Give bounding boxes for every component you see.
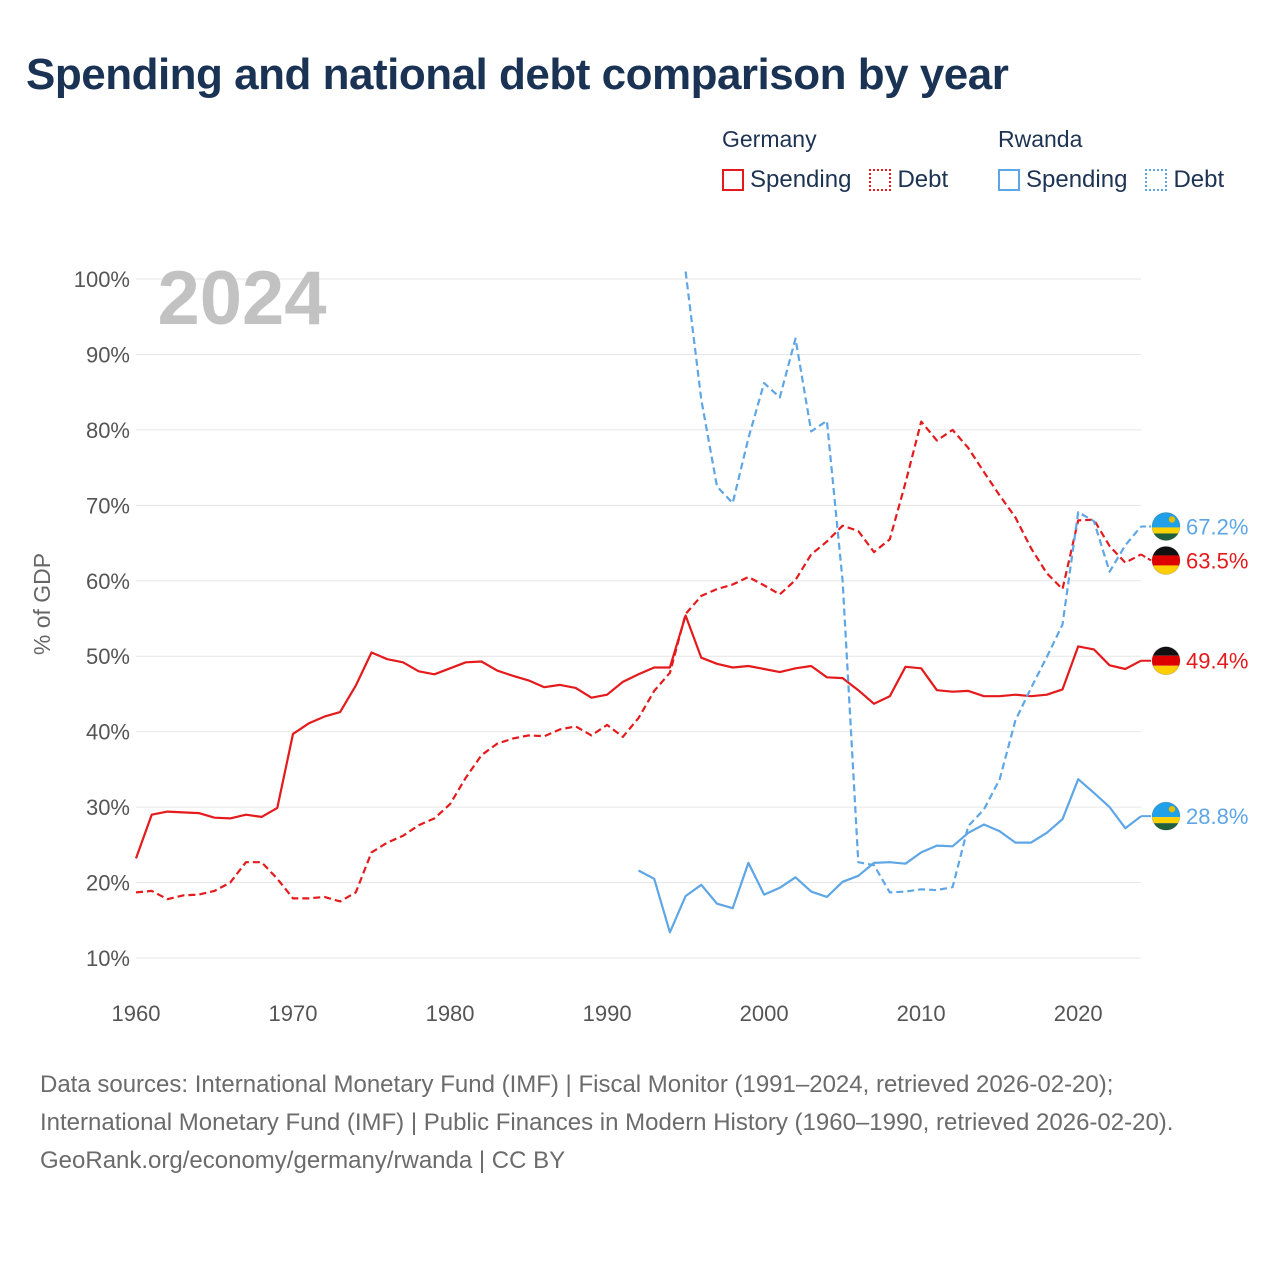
rwanda-debt-end-label: 67.2%: [1186, 514, 1248, 539]
y-tick-label: 90%: [86, 342, 130, 367]
legend-item-label: Debt: [897, 166, 949, 193]
year-watermark: 2024: [157, 256, 326, 341]
x-tick-label: 2000: [740, 1001, 789, 1026]
rwanda-debt-line[interactable]: [684, 271, 1142, 894]
y-tick-label: 30%: [86, 795, 130, 820]
legend-group-germany: Germany Spending Debt: [722, 124, 948, 194]
dotted-line-swatch-icon: [1145, 169, 1168, 191]
germany-flag-icon: [1151, 545, 1181, 575]
legend-germany-spending[interactable]: Spending: [722, 166, 851, 194]
rwanda-spending-end-label: 28.8%: [1186, 804, 1248, 829]
chart-title: Spending and national debt comparison by…: [26, 50, 1009, 99]
legend-item-label: Spending: [1026, 166, 1128, 193]
y-tick-label: 20%: [86, 871, 130, 896]
x-tick-label: 1990: [583, 1001, 632, 1026]
germany-spending-end-label: 49.4%: [1186, 649, 1248, 674]
rwanda-flag-icon: [1151, 801, 1181, 831]
rwanda-flag-icon: [1151, 511, 1181, 541]
footer: Data sources: International Monetary Fun…: [40, 1066, 1240, 1180]
line-chart: 2024 % of GDP 10% 20% 30% 40% 50% 60% 70% 80% 90…: [29, 256, 1248, 1026]
y-tick-label: 100%: [74, 267, 130, 292]
y-tick-label: 40%: [86, 720, 130, 745]
legend-rwanda-spending[interactable]: Spending: [998, 166, 1127, 194]
y-tick-label: 50%: [86, 644, 130, 669]
credit-link[interactable]: GeoRank.org/economy/germany/rwanda | CC …: [40, 1147, 566, 1174]
legend-group-label: Rwanda: [998, 126, 1083, 152]
x-tick-label: 2020: [1054, 1001, 1103, 1026]
x-tick-label: 1980: [426, 1001, 475, 1026]
legend-germany-debt[interactable]: Debt: [869, 166, 948, 194]
y-tick-label: 70%: [86, 493, 130, 518]
germany-flag-icon: [1151, 646, 1181, 676]
legend-group-label: Germany: [722, 126, 817, 152]
x-tick-label: 1960: [112, 1001, 161, 1026]
solid-line-swatch-icon: [722, 169, 744, 191]
x-tick-label: 2010: [897, 1001, 946, 1026]
y-tick-label: 10%: [86, 946, 130, 971]
data-sources: Data sources: International Monetary Fun…: [40, 1071, 1174, 1136]
solid-line-swatch-icon: [998, 169, 1020, 191]
rwanda-spending-line[interactable]: [637, 778, 1142, 934]
legend-rwanda-debt[interactable]: Debt: [1145, 166, 1224, 194]
end-label-connector: [1140, 553, 1152, 562]
germany-spending-line[interactable]: [134, 614, 1142, 859]
y-tick-label: 80%: [86, 418, 130, 443]
germany-debt-end-label: 63.5%: [1186, 548, 1248, 573]
legend-item-label: Debt: [1173, 166, 1225, 193]
legend-item-label: Spending: [750, 166, 852, 193]
y-axis-title: % of GDP: [29, 553, 55, 655]
germany-debt-line[interactable]: [135, 420, 1142, 903]
y-tick-label: 60%: [86, 569, 130, 594]
x-tick-label: 1970: [269, 1001, 318, 1026]
dotted-line-swatch-icon: [869, 169, 892, 191]
legend-group-rwanda: Rwanda Spending Debt: [998, 124, 1224, 194]
